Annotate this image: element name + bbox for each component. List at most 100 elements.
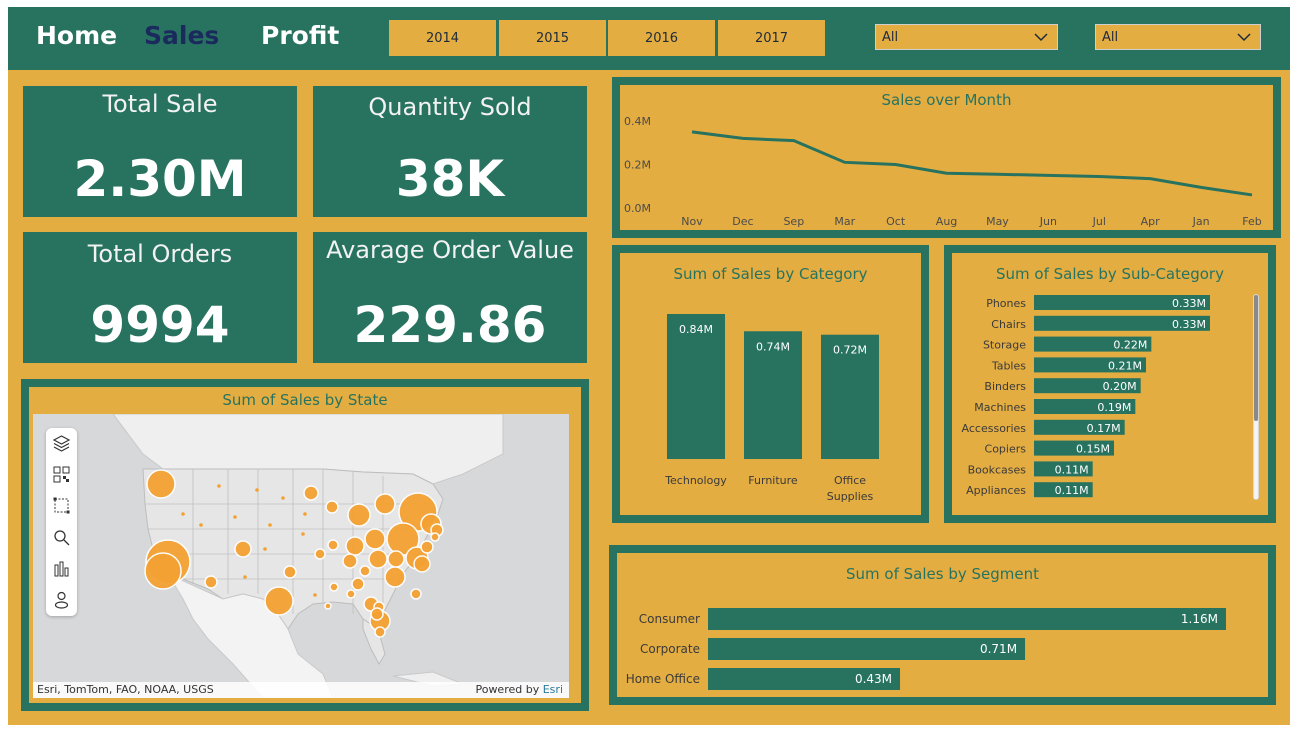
nav-profit[interactable]: Profit xyxy=(261,21,340,50)
x-tick-label: Mar xyxy=(834,215,855,228)
kpi-average-order-value: Avarage Order Value 229.86 xyxy=(311,230,589,365)
bar-chart-icon[interactable] xyxy=(52,559,71,582)
subcategory-data-label: 0.11M xyxy=(1055,463,1089,476)
subcategory-data-label: 0.33M xyxy=(1172,297,1206,310)
x-tick-label: Jun xyxy=(1039,215,1057,228)
map-toolbar xyxy=(46,428,77,616)
filter-dropdown-1[interactable]: All xyxy=(875,24,1058,50)
segment-data-label: 0.43M xyxy=(855,672,892,686)
state-bubble xyxy=(327,539,339,551)
state-dot xyxy=(199,523,203,527)
search-icon[interactable] xyxy=(52,528,71,551)
state-bubble xyxy=(374,626,386,638)
subcategory-bar xyxy=(1034,440,1114,456)
category-data-label: 0.72M xyxy=(833,344,867,357)
kpi-aov-value: 229.86 xyxy=(353,296,547,354)
x-tick-label: Oct xyxy=(886,215,906,228)
map-canvas[interactable]: Esri, TomTom, FAO, NOAA, USGS Powered by… xyxy=(33,414,569,698)
subcategory-data-label: 0.11M xyxy=(1055,484,1089,497)
subcategory-data-label: 0.33M xyxy=(1172,318,1206,331)
state-bubble xyxy=(264,586,294,616)
subcategory-chart-title: Sum of Sales by Sub-Category xyxy=(996,265,1224,283)
kpi-orders-value: 9994 xyxy=(90,296,230,354)
x-tick-label: May xyxy=(986,215,1009,228)
subcategory-axis-label: Appliances xyxy=(966,484,1026,497)
state-dot xyxy=(181,512,185,516)
month-line-chart: 0.0M 0.2M 0.4M Nov Dec Sep Mar Oct Aug May Jun Jul A… xyxy=(624,115,1262,228)
segment-bar-chart: Consumer 1.16M Corporate 0.71M Home Office 0.… xyxy=(626,608,1226,690)
map-panel-inner: Sum of Sales by State xyxy=(29,387,581,703)
year-button-2017[interactable]: 2017 xyxy=(718,20,825,56)
state-bubble xyxy=(234,540,252,558)
chevron-down-icon xyxy=(1033,29,1049,49)
segment-bar xyxy=(708,608,1226,630)
subcategory-data-label: 0.22M xyxy=(1113,339,1147,352)
y-tick-label: 0.4M xyxy=(624,115,651,128)
segment-axis-label: Home Office xyxy=(626,672,700,686)
subcategory-bar xyxy=(1034,357,1146,373)
state-bubble xyxy=(374,493,396,515)
subcategory-panel-inner: Sum of Sales by Sub-Category Phones 0.33M… xyxy=(952,253,1268,515)
state-bubble xyxy=(342,553,358,569)
state-dot xyxy=(313,593,317,597)
map-attribution: Esri, TomTom, FAO, NOAA, USGS xyxy=(37,683,214,696)
kpi-quantity-label: Quantity Sold xyxy=(368,93,532,121)
month-chart-title: Sales over Month xyxy=(881,91,1012,109)
y-tick-label: 0.2M xyxy=(624,159,651,172)
month-panel: Sales over Month 0.0M 0.2M 0.4M Nov Dec Sep Ma… xyxy=(612,77,1281,238)
y-tick-label: 0.0M xyxy=(624,202,651,215)
map-bubbles xyxy=(144,469,444,638)
category-bar xyxy=(821,334,879,459)
state-dot xyxy=(303,512,307,516)
state-bubble xyxy=(351,577,365,591)
subcategory-scrollbar-thumb[interactable] xyxy=(1254,295,1258,421)
layers-icon[interactable] xyxy=(52,434,71,457)
x-tick-label: Feb xyxy=(1242,215,1261,228)
state-bubble xyxy=(303,485,319,501)
category-bar xyxy=(744,331,802,459)
segment-data-label: 0.71M xyxy=(980,642,1017,656)
state-bubble xyxy=(204,575,218,589)
subcategory-data-label: 0.20M xyxy=(1103,380,1137,393)
subcategory-bar-chart: Phones 0.33M Chairs 0.33M Storage 0.22M Tables… xyxy=(962,295,1210,498)
subcategory-axis-label: Accessories xyxy=(962,422,1027,435)
subcategory-bar xyxy=(1034,336,1152,352)
year-button-2016[interactable]: 2016 xyxy=(608,20,715,56)
kpi-total-sale-value: 2.30M xyxy=(73,150,247,208)
state-bubble xyxy=(345,536,365,556)
person-icon[interactable] xyxy=(52,590,71,613)
map-attribution-bar: Esri, TomTom, FAO, NOAA, USGS Powered by… xyxy=(33,682,569,698)
subcategory-axis-label: Phones xyxy=(986,297,1026,310)
state-bubble xyxy=(314,548,326,560)
state-bubble xyxy=(384,566,406,588)
state-bubble xyxy=(387,550,405,568)
nav-sales[interactable]: Sales xyxy=(144,21,220,50)
segment-bar xyxy=(708,668,901,690)
qr-code-icon[interactable] xyxy=(52,465,71,488)
state-bubble xyxy=(146,469,176,499)
subcategory-axis-label: Bookcases xyxy=(968,463,1027,476)
select-box-icon[interactable] xyxy=(52,496,71,519)
x-tick-label: Dec xyxy=(732,215,753,228)
filter-dropdown-2[interactable]: All xyxy=(1095,24,1261,50)
subcategory-bar xyxy=(1034,378,1141,394)
subcategory-data-label: 0.19M xyxy=(1097,401,1131,414)
segment-chart-title: Sum of Sales by Segment xyxy=(846,565,1039,583)
map-powered-by[interactable]: Powered by Esri xyxy=(475,683,563,696)
year-button-2015[interactable]: 2015 xyxy=(499,20,606,56)
category-bar-chart: 0.84M Technology 0.74M Furniture 0.72M Office… xyxy=(664,314,879,503)
nav-home[interactable]: Home xyxy=(36,21,118,50)
top-bar: Home Sales Profit 2014 2015 2016 2017 Al… xyxy=(8,7,1290,70)
subcategory-axis-label: Storage xyxy=(983,339,1026,352)
state-dot xyxy=(233,515,237,519)
subcategory-axis-label: Machines xyxy=(974,401,1026,414)
state-dot xyxy=(301,532,305,536)
subcategory-axis-label: Chairs xyxy=(991,318,1026,331)
subcategory-scrollbar[interactable] xyxy=(1253,294,1259,500)
map-powered-brand[interactable]: Esri xyxy=(542,683,563,696)
state-bubble xyxy=(329,582,339,592)
year-button-2014[interactable]: 2014 xyxy=(389,20,496,56)
subcategory-data-label: 0.17M xyxy=(1087,422,1121,435)
state-bubble xyxy=(413,555,431,573)
category-chart-title: Sum of Sales by Category xyxy=(673,265,868,283)
